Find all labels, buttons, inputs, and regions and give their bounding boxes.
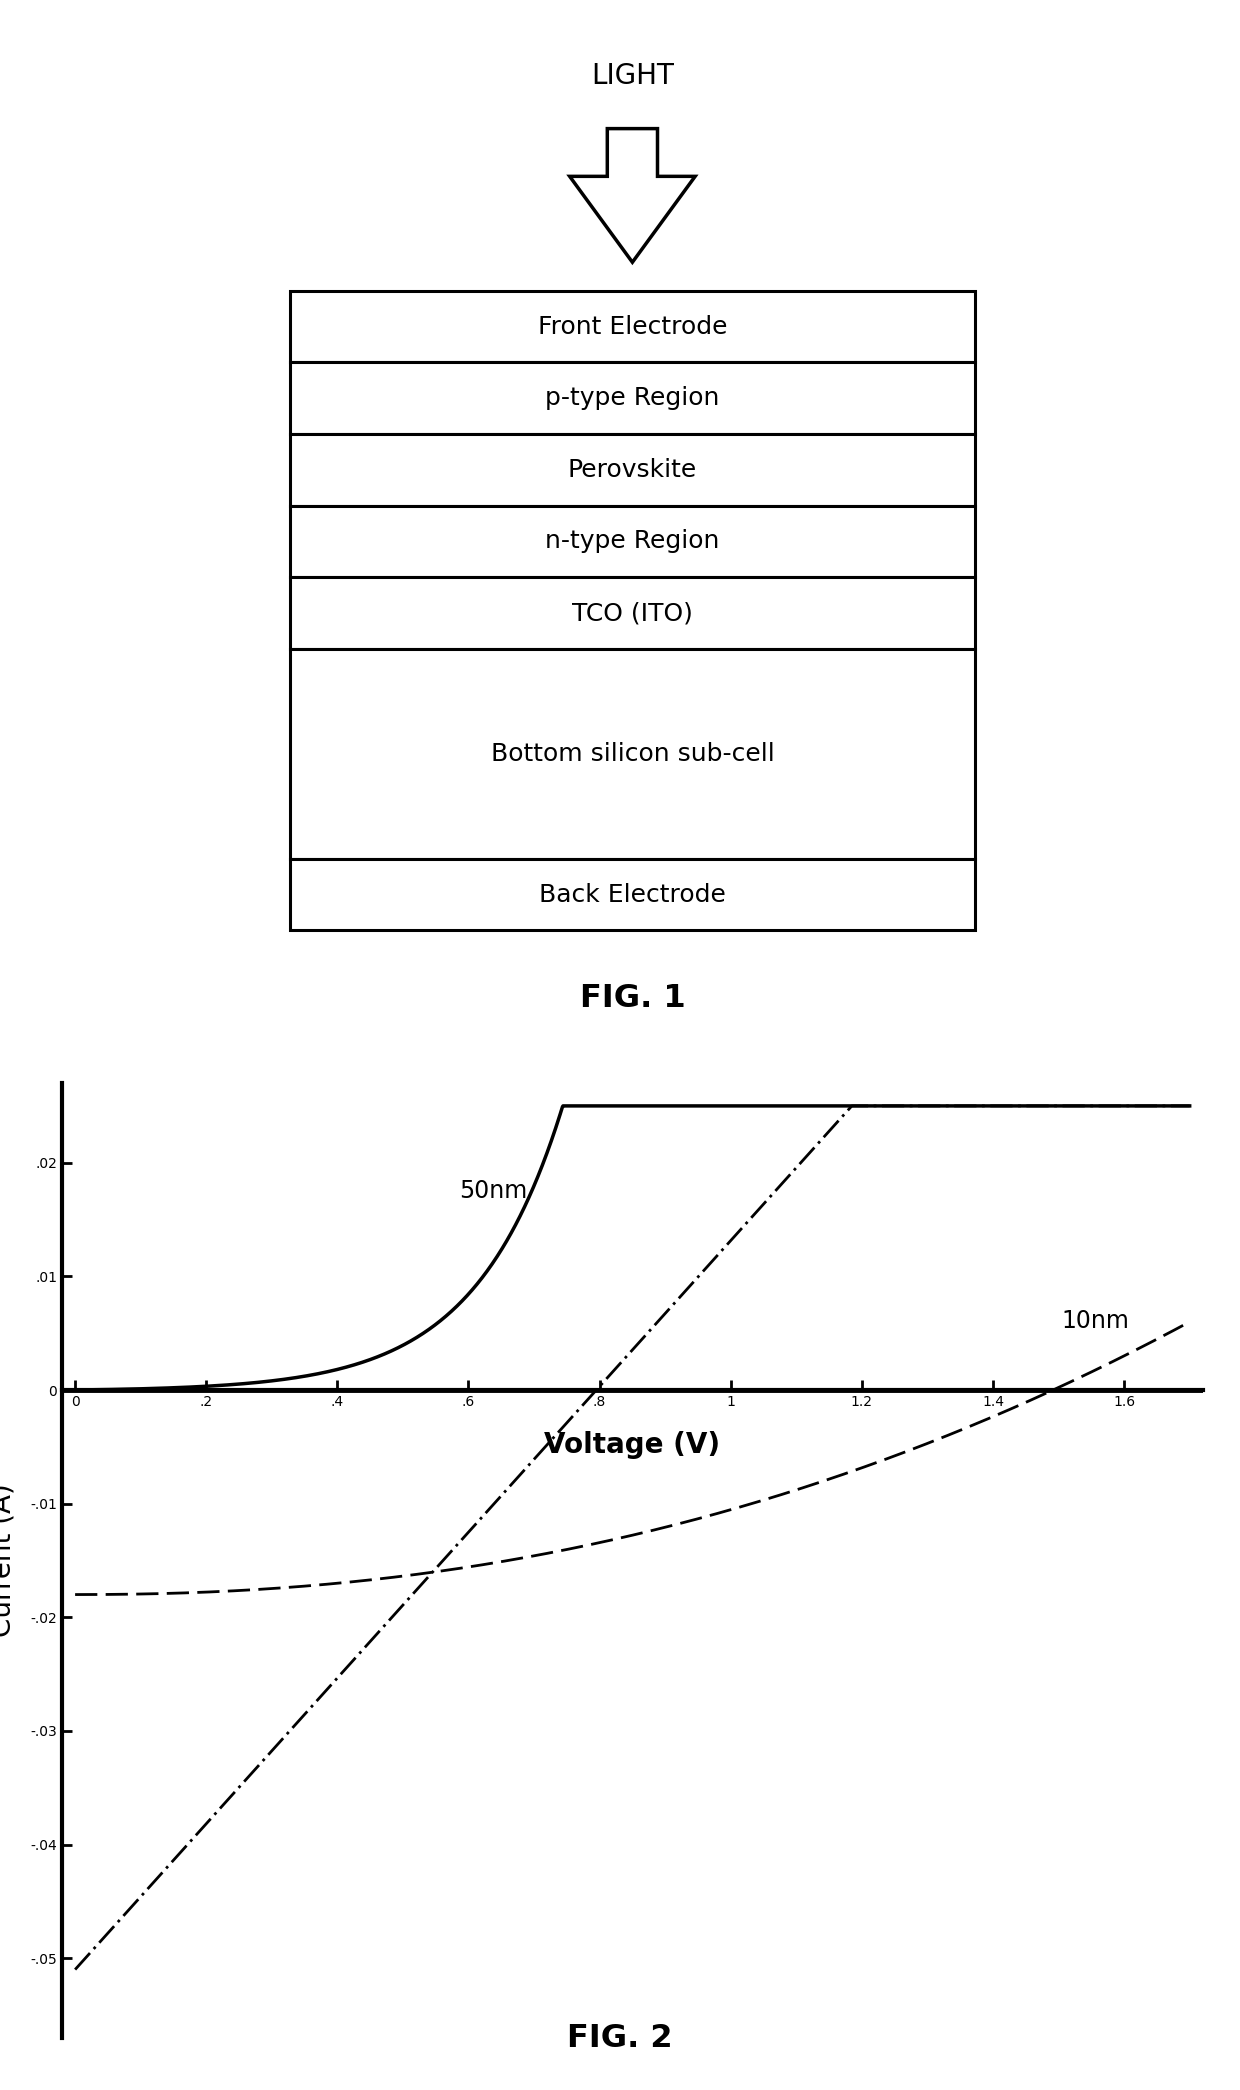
Text: Front Electrode: Front Electrode	[538, 316, 727, 339]
Text: Back Electrode: Back Electrode	[539, 882, 725, 907]
Bar	[290, 435, 975, 506]
Y-axis label: Current (A): Current (A)	[0, 1484, 16, 1636]
Text: p-type Region: p-type Region	[546, 387, 719, 410]
Text: 50nm: 50nm	[459, 1179, 527, 1202]
Text: TCO (ITO): TCO (ITO)	[572, 602, 693, 625]
Text: FIG. 1: FIG. 1	[579, 982, 686, 1014]
Text: LIGHT: LIGHT	[591, 63, 673, 90]
Text: Bottom silicon sub-cell: Bottom silicon sub-cell	[491, 742, 774, 765]
Text: Perovskite: Perovskite	[568, 458, 697, 483]
Bar	[290, 506, 975, 577]
Bar	[290, 362, 975, 435]
Bar	[290, 291, 975, 362]
Text: 10nm: 10nm	[1061, 1308, 1130, 1333]
Text: n-type Region: n-type Region	[546, 529, 719, 554]
Text: FIG. 2: FIG. 2	[567, 2023, 673, 2054]
Bar	[290, 648, 975, 859]
Bar	[290, 859, 975, 930]
Bar	[290, 577, 975, 648]
Polygon shape	[569, 130, 696, 261]
X-axis label: Voltage (V): Voltage (V)	[544, 1432, 720, 1459]
